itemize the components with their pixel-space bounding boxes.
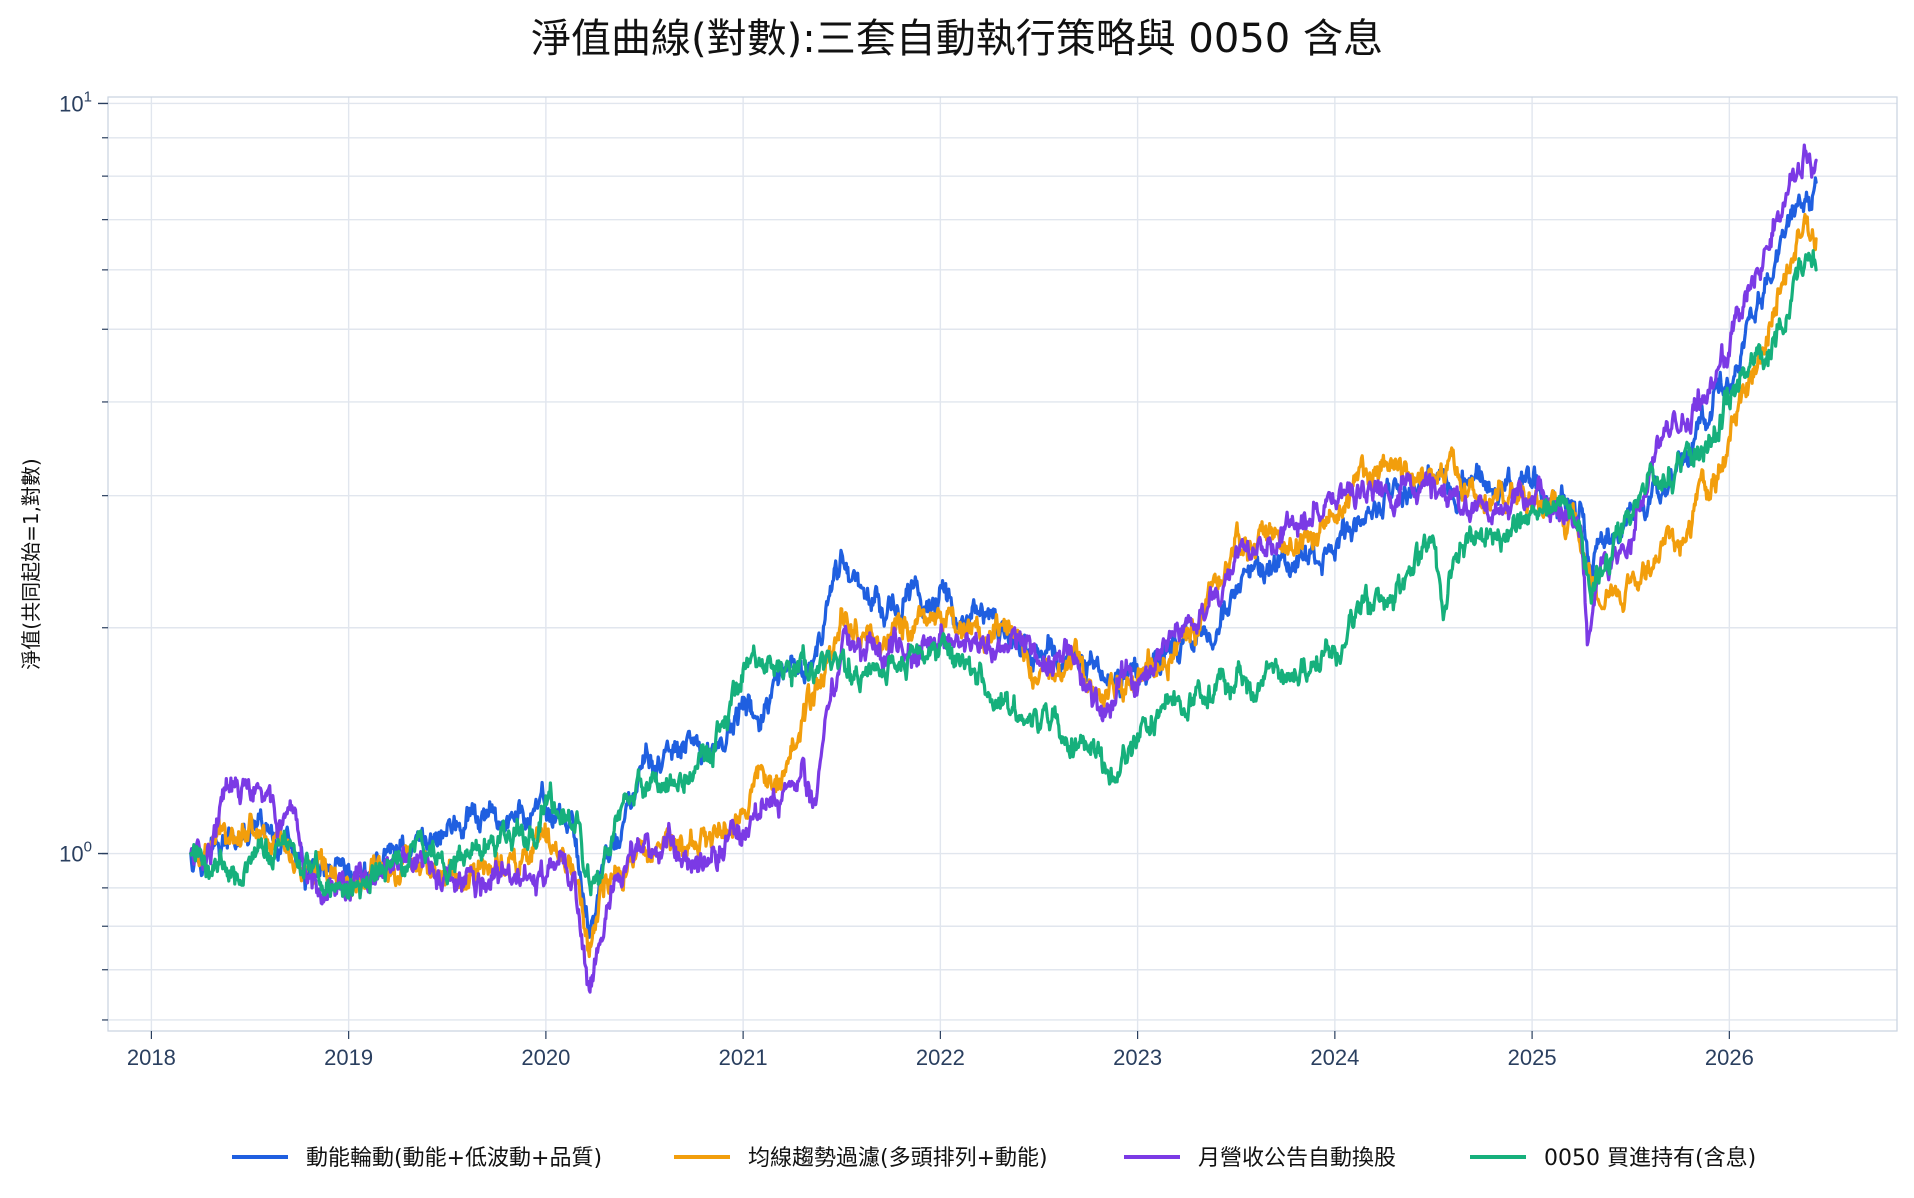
legend[interactable]: 動能輪動(動能+低波動+品質) 均線趨勢過濾(多頭排列+動能) 月營收公告自動換股 0… (232, 1146, 1756, 1171)
plot-area (107, 96, 1898, 1032)
x-tick-label: 2019 (324, 1045, 373, 1070)
x-tick-label: 2022 (916, 1045, 965, 1070)
x-tick-label: 2025 (1508, 1045, 1557, 1070)
legend-item-4[interactable]: 0050 買進持有(含息) (1470, 1146, 1756, 1171)
y-axis-label: 淨值(共同起始=1,對數) (19, 458, 43, 669)
legend-item-2[interactable]: 均線趨勢過濾(多頭排列+動能) (674, 1146, 1048, 1171)
legend-label: 0050 買進持有(含息) (1544, 1146, 1756, 1171)
legend-label: 均線趨勢過濾(多頭排列+動能) (748, 1146, 1048, 1171)
legend-label: 動能輪動(動能+低波動+品質) (306, 1146, 602, 1171)
legend-item-1[interactable]: 動能輪動(動能+低波動+品質) (232, 1146, 602, 1171)
legend-item-3[interactable]: 月營收公告自動換股 (1124, 1146, 1396, 1171)
series-lines (189, 143, 1818, 994)
x-tick-label: 2020 (521, 1045, 570, 1070)
axes: 2018 2019 2020 2021 2022 2023 2024 2025 2026 100 1… (59, 88, 1754, 1070)
series-line-4 (189, 249, 1818, 900)
x-tick-label: 2023 (1113, 1045, 1162, 1070)
grid (108, 97, 1897, 1031)
chart-title: 淨值曲線(對數):三套自動執行策略與 0050 含息 (531, 16, 1383, 62)
x-tick-label: 2024 (1310, 1045, 1359, 1070)
series-line-1 (189, 176, 1818, 939)
x-tick-label: 2026 (1705, 1045, 1754, 1070)
legend-label: 月營收公告自動換股 (1198, 1146, 1396, 1171)
y-tick-label: 100 (59, 839, 92, 867)
y-tick-label: 101 (59, 88, 92, 116)
x-tick-label: 2018 (127, 1045, 176, 1070)
x-tick-label: 2021 (719, 1045, 768, 1070)
